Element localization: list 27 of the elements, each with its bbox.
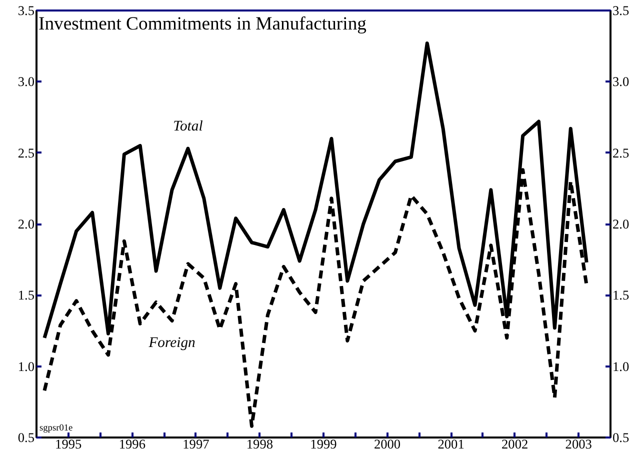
x-tick-label: 1997 bbox=[182, 436, 210, 452]
y-tick-label: 1.0 bbox=[18, 358, 35, 374]
x-tick-label: 2003 bbox=[565, 436, 592, 452]
series-label: Total bbox=[173, 118, 203, 135]
y2-tick-label: 3.5 bbox=[612, 3, 630, 18]
y-tick-label: 3.0 bbox=[18, 74, 35, 90]
chart-title: Investment Commitments in Manufacturing bbox=[38, 14, 366, 34]
y-tick-label: 2.0 bbox=[18, 216, 35, 232]
y2-tick-label: 2.0 bbox=[612, 216, 630, 232]
y-tick-label: 3.5 bbox=[18, 3, 35, 18]
x-tick-label: 1999 bbox=[310, 436, 338, 452]
series-label: Foreign bbox=[148, 334, 196, 351]
y-tick-label: 0.5 bbox=[18, 430, 35, 445]
y-tick-label: 1.5 bbox=[18, 288, 35, 303]
y2-tick-label: 1.5 bbox=[612, 288, 630, 303]
annotation: sgpsr01e bbox=[40, 424, 73, 434]
x-tick-label: 2000 bbox=[374, 436, 401, 452]
x-tick-label: 1996 bbox=[118, 436, 146, 452]
x-tick-label: 1998 bbox=[246, 436, 274, 452]
y2-tick-label: 2.5 bbox=[612, 145, 630, 160]
y2-tick-label: 1.0 bbox=[612, 358, 630, 374]
x-tick-label: 1995 bbox=[55, 436, 82, 452]
y2-tick-label: 0.5 bbox=[612, 430, 630, 445]
x-tick-label: 2002 bbox=[502, 436, 528, 452]
x-tick-label: 2001 bbox=[438, 436, 464, 452]
y2-tick-label: 3.0 bbox=[612, 74, 630, 90]
y-tick-label: 2.5 bbox=[18, 145, 35, 160]
